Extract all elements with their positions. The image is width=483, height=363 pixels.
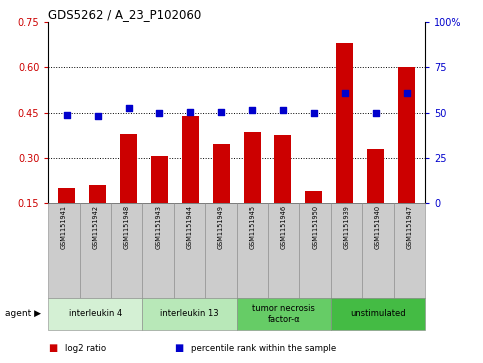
Bar xyxy=(182,115,199,203)
Bar xyxy=(89,185,106,203)
Point xyxy=(279,107,287,113)
Point xyxy=(403,91,411,97)
Text: GSM1151943: GSM1151943 xyxy=(155,205,161,249)
Text: GSM1151950: GSM1151950 xyxy=(312,205,318,249)
Text: GSM1151939: GSM1151939 xyxy=(343,205,350,249)
Text: GSM1151940: GSM1151940 xyxy=(375,205,381,249)
Point xyxy=(217,109,225,115)
Text: agent ▶: agent ▶ xyxy=(5,310,41,318)
Text: GSM1151947: GSM1151947 xyxy=(406,205,412,249)
Bar xyxy=(305,191,322,203)
Text: interleukin 13: interleukin 13 xyxy=(160,310,219,318)
Text: GSM1151941: GSM1151941 xyxy=(61,205,67,249)
Point xyxy=(248,107,256,113)
Bar xyxy=(398,67,415,203)
Point xyxy=(372,110,380,116)
Point xyxy=(156,110,163,116)
Point xyxy=(125,105,132,111)
Bar xyxy=(58,188,75,203)
Bar xyxy=(213,144,230,203)
Bar xyxy=(274,135,291,203)
Point xyxy=(94,113,101,119)
Bar xyxy=(120,134,137,203)
Text: GSM1151948: GSM1151948 xyxy=(124,205,130,249)
Point xyxy=(63,113,71,118)
Text: GSM1151944: GSM1151944 xyxy=(186,205,193,249)
Text: log2 ratio: log2 ratio xyxy=(65,344,106,353)
Text: GSM1151942: GSM1151942 xyxy=(92,205,99,249)
Point xyxy=(341,91,349,97)
Text: interleukin 4: interleukin 4 xyxy=(69,310,122,318)
Text: GSM1151946: GSM1151946 xyxy=(281,205,287,249)
Bar xyxy=(243,132,261,203)
Point xyxy=(310,110,318,116)
Text: tumor necrosis
factor-α: tumor necrosis factor-α xyxy=(252,304,315,324)
Text: ■: ■ xyxy=(48,343,57,354)
Text: unstimulated: unstimulated xyxy=(350,310,406,318)
Text: ■: ■ xyxy=(174,343,183,354)
Text: percentile rank within the sample: percentile rank within the sample xyxy=(191,344,336,353)
Point xyxy=(186,109,194,115)
Bar xyxy=(151,156,168,203)
Bar xyxy=(336,43,353,203)
Bar xyxy=(367,149,384,203)
Text: GDS5262 / A_23_P102060: GDS5262 / A_23_P102060 xyxy=(48,8,201,21)
Text: GSM1151945: GSM1151945 xyxy=(249,205,256,249)
Text: GSM1151949: GSM1151949 xyxy=(218,205,224,249)
